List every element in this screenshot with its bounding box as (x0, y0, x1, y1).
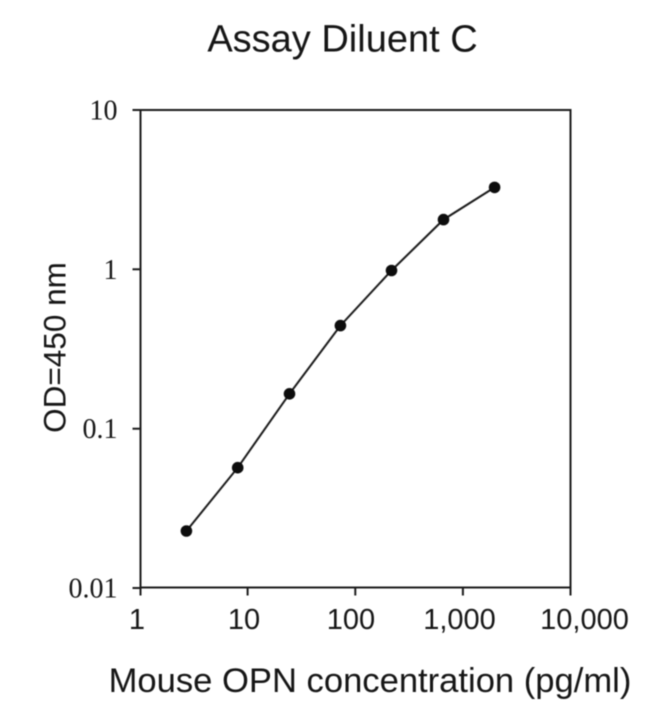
svg-text:1: 1 (129, 604, 145, 636)
svg-text:10: 10 (90, 96, 118, 127)
svg-text:Mouse OPN concentration (pg/ml: Mouse OPN concentration (pg/ml) (109, 662, 632, 700)
svg-text:10: 10 (228, 604, 260, 636)
svg-text:OD=450 nm: OD=450 nm (37, 262, 73, 433)
svg-text:10,000: 10,000 (540, 604, 629, 636)
svg-text:0.1: 0.1 (83, 414, 118, 445)
svg-text:Assay Diluent C: Assay Diluent C (207, 19, 477, 61)
svg-text:0.01: 0.01 (69, 574, 118, 605)
svg-text:100: 100 (327, 604, 375, 636)
svg-text:1: 1 (104, 255, 118, 286)
svg-text:1,000: 1,000 (423, 604, 496, 636)
